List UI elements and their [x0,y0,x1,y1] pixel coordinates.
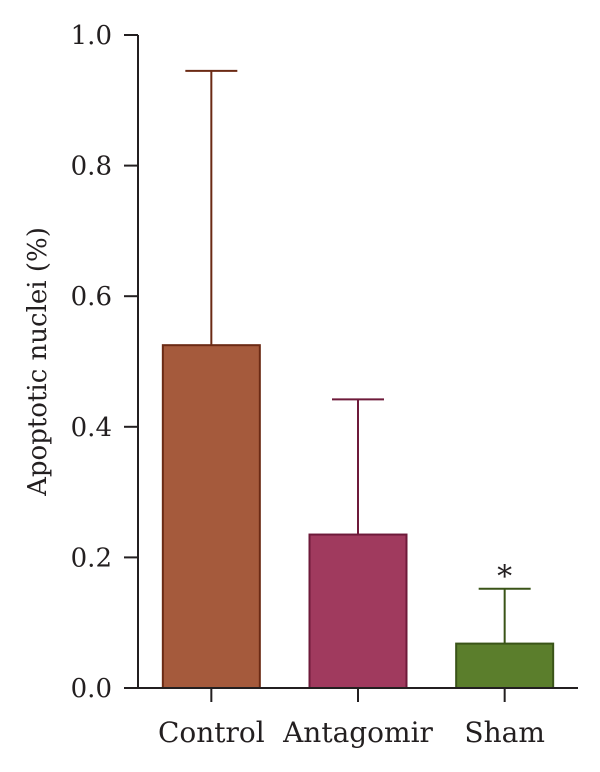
error-bars [185,69,531,644]
significance-marker: * [497,560,512,595]
x-axis-ticks: Control Antagomir Sham [158,688,545,749]
bar [308,533,408,689]
y-tick-label: 0.8 [71,152,112,182]
annotations: * [497,560,512,595]
y-tick-label: 0.0 [71,674,112,704]
bars [161,344,555,690]
y-tick-label: 1.0 [71,21,112,51]
x-tick-label: Sham [464,716,544,749]
bar [161,344,261,689]
y-tick-label: 0.2 [71,543,112,573]
y-tick-label: 0.4 [71,413,112,443]
y-axis-title: Apoptotic nuclei (%) [23,227,53,497]
y-axis-ticks: 0.0 0.2 0.4 0.6 0.8 1.0 [71,21,138,704]
x-tick-label: Control [158,716,265,749]
x-tick-label: Antagomir [282,716,433,749]
bar [455,642,555,690]
y-tick-label: 0.6 [71,282,112,312]
